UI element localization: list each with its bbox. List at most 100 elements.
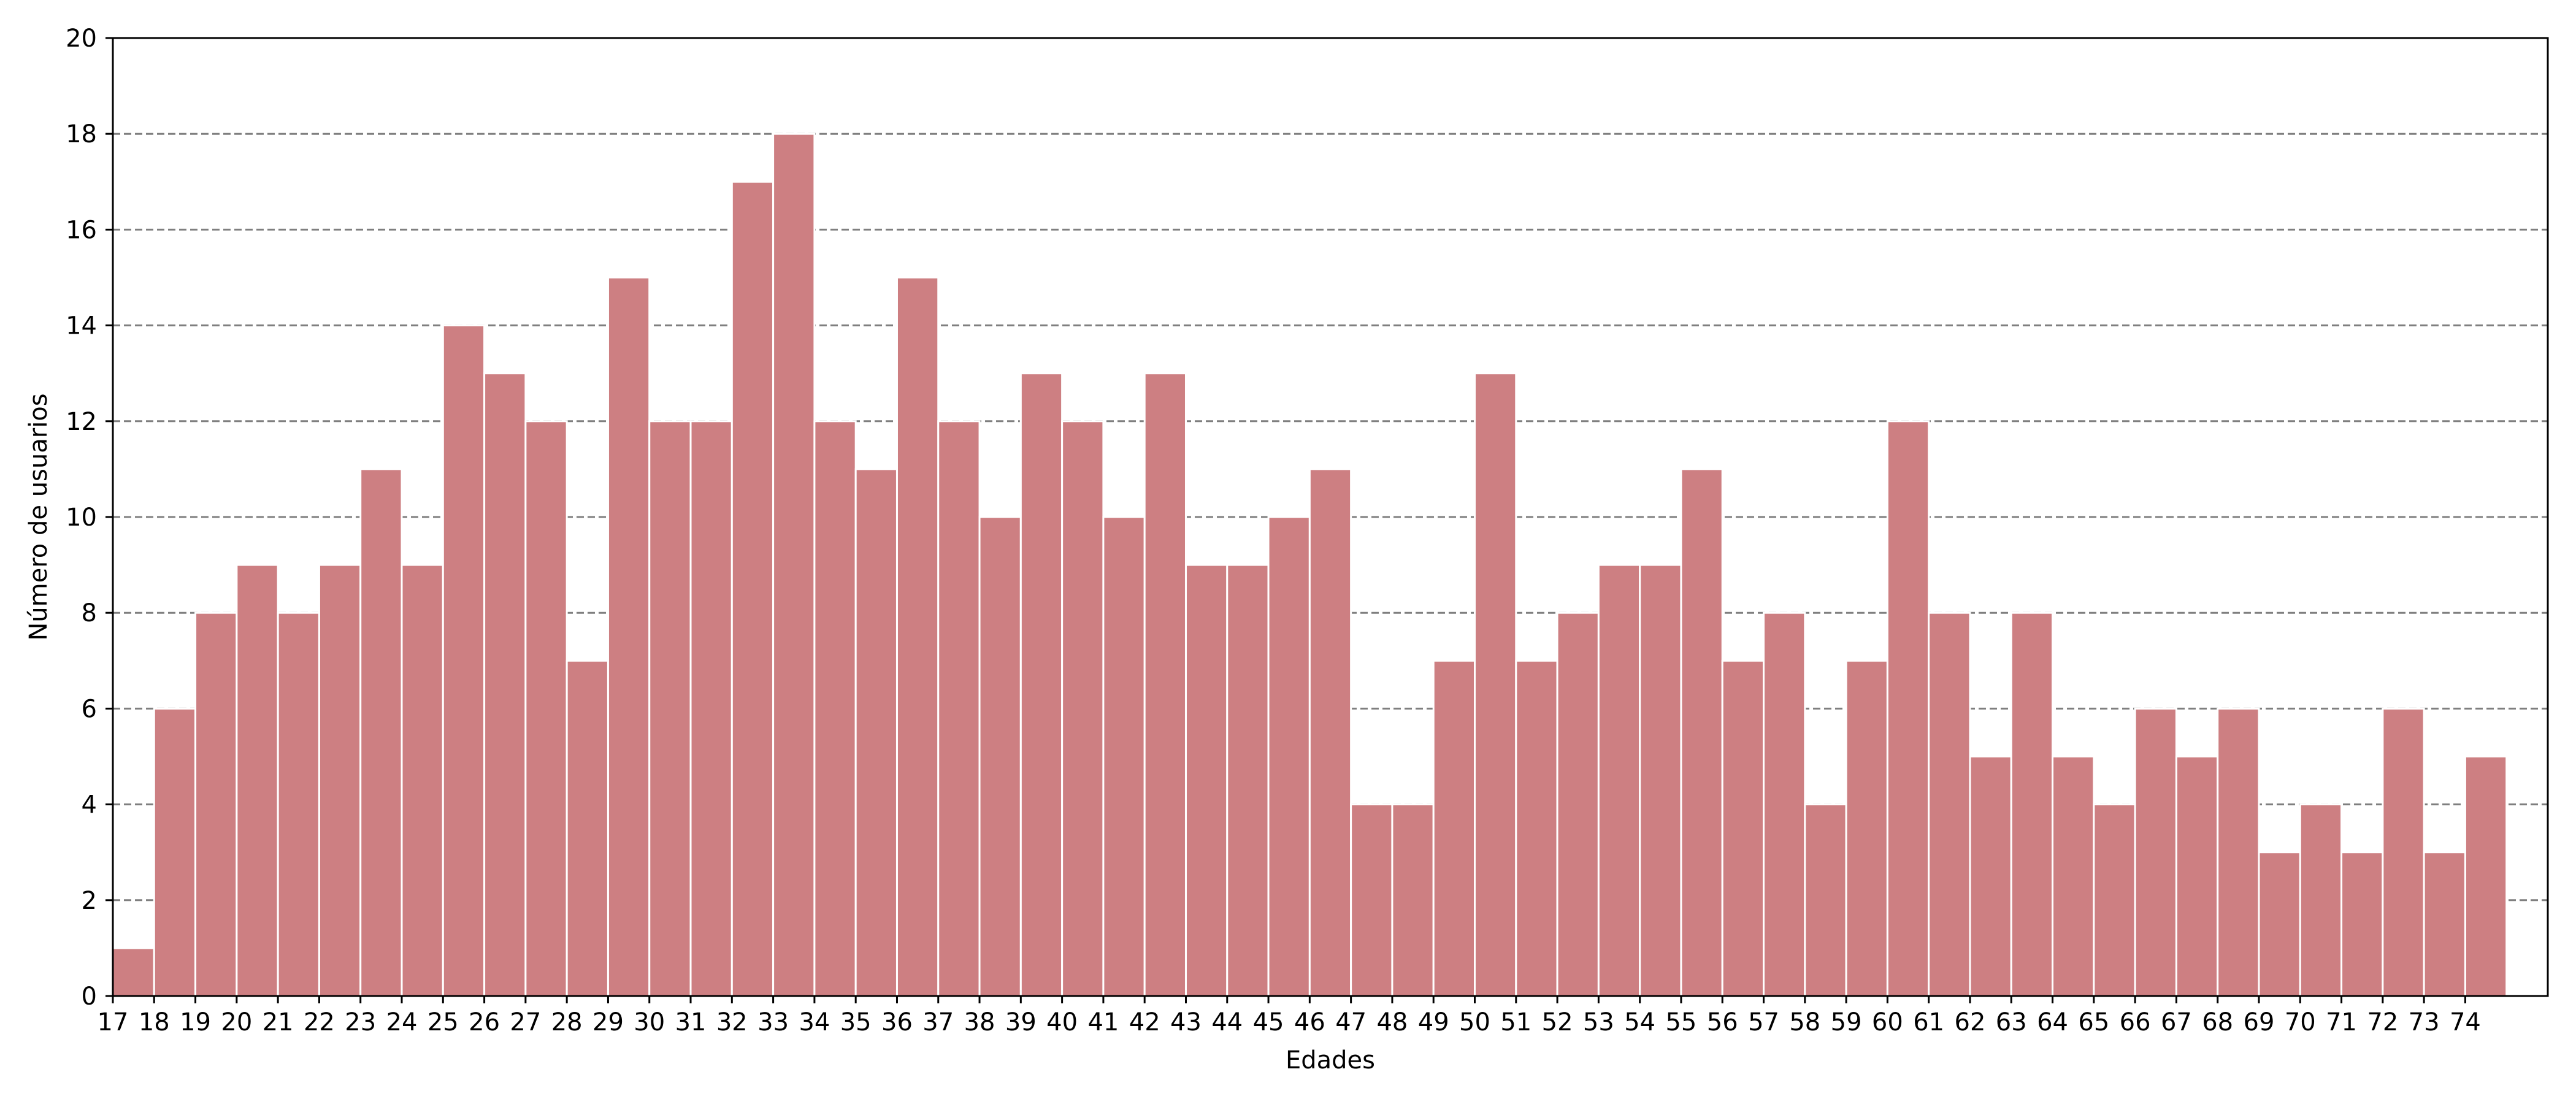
x-tick-label: 72 xyxy=(2367,1008,2398,1036)
x-tick-label: 32 xyxy=(716,1008,748,1036)
x-tick-label: 48 xyxy=(1376,1008,1408,1036)
y-tick-label: 8 xyxy=(82,599,97,627)
x-tick-label: 63 xyxy=(1996,1008,2027,1036)
bar-age-49 xyxy=(1432,659,1476,997)
bar-age-27 xyxy=(524,420,568,997)
x-tick-label: 74 xyxy=(2450,1008,2481,1036)
bar-age-17 xyxy=(112,947,155,997)
x-tick-label: 71 xyxy=(2326,1008,2357,1036)
bar-age-46 xyxy=(1308,468,1352,997)
x-tick-label: 36 xyxy=(881,1008,913,1036)
bar-age-69 xyxy=(2258,851,2301,997)
x-tick-label: 54 xyxy=(1624,1008,1655,1036)
y-tick-label: 20 xyxy=(66,25,97,53)
x-tick-label: 21 xyxy=(263,1008,294,1036)
x-tick-label: 30 xyxy=(634,1008,665,1036)
x-tick-label: 73 xyxy=(2409,1008,2440,1036)
bar-age-64 xyxy=(2052,756,2095,997)
x-tick-label: 53 xyxy=(1583,1008,1614,1036)
bar-age-36 xyxy=(895,277,940,997)
x-tick-label: 59 xyxy=(1831,1008,1862,1036)
bar-age-52 xyxy=(1556,611,1600,997)
y-tick-label: 6 xyxy=(82,695,97,723)
x-tick-label: 66 xyxy=(2120,1008,2151,1036)
bar-age-70 xyxy=(2299,803,2343,997)
x-tick-label: 40 xyxy=(1046,1008,1078,1036)
x-tick-label: 23 xyxy=(345,1008,376,1036)
x-tick-label: 49 xyxy=(1418,1008,1449,1036)
y-tick-label: 18 xyxy=(66,120,97,148)
bar-age-23 xyxy=(359,468,403,997)
y-tick-label: 16 xyxy=(66,216,97,244)
bar-age-61 xyxy=(1928,611,1971,997)
x-tick-label: 26 xyxy=(469,1008,500,1036)
x-tick-label: 45 xyxy=(1253,1008,1284,1036)
bar-age-31 xyxy=(689,420,733,997)
bar-age-48 xyxy=(1391,803,1435,997)
x-tick-label: 58 xyxy=(1789,1008,1820,1036)
bar-age-50 xyxy=(1474,372,1517,997)
bar-age-26 xyxy=(483,372,527,997)
x-tick-label: 65 xyxy=(2078,1008,2109,1036)
bar-age-57 xyxy=(1763,611,1806,997)
bar-age-68 xyxy=(2217,707,2260,997)
bar-age-55 xyxy=(1680,468,1723,997)
bar-age-71 xyxy=(2340,851,2384,997)
x-tick-label: 34 xyxy=(799,1008,830,1036)
x-tick-label: 57 xyxy=(1748,1008,1779,1036)
y-tick-label: 4 xyxy=(82,791,97,819)
x-tick-label: 50 xyxy=(1459,1008,1490,1036)
bar-age-38 xyxy=(978,516,1022,997)
bar-age-60 xyxy=(1886,420,1930,997)
bar-age-45 xyxy=(1267,516,1311,997)
bar-age-66 xyxy=(2134,707,2177,997)
bar-age-34 xyxy=(813,420,857,997)
x-tick-label: 28 xyxy=(551,1008,583,1036)
bar-age-42 xyxy=(1143,372,1187,997)
bar-age-18 xyxy=(153,707,197,997)
x-tick-label: 61 xyxy=(1913,1008,1944,1036)
x-tick-label: 33 xyxy=(757,1008,789,1036)
x-tick-label: 35 xyxy=(840,1008,872,1036)
bar-age-20 xyxy=(236,564,279,997)
x-tick-label: 52 xyxy=(1542,1008,1573,1036)
bar-age-25 xyxy=(442,324,486,997)
bar-age-63 xyxy=(2010,611,2054,997)
bar-age-43 xyxy=(1184,564,1229,997)
bar-age-72 xyxy=(2382,707,2425,997)
x-tick-label: 68 xyxy=(2202,1008,2233,1036)
x-tick-label: 31 xyxy=(675,1008,707,1036)
x-tick-label: 56 xyxy=(1707,1008,1738,1036)
bar-age-54 xyxy=(1639,564,1682,997)
bar-age-30 xyxy=(648,420,692,997)
x-tick-label: 37 xyxy=(922,1008,954,1036)
x-tick-label: 29 xyxy=(592,1008,624,1036)
bar-age-21 xyxy=(277,611,320,997)
x-tick-label: 70 xyxy=(2285,1008,2316,1036)
bar-age-40 xyxy=(1061,420,1105,997)
bar-age-51 xyxy=(1515,659,1558,997)
x-tick-label: 41 xyxy=(1087,1008,1119,1036)
bar-age-24 xyxy=(401,564,444,997)
bar-age-37 xyxy=(937,420,981,997)
x-tick-label: 22 xyxy=(304,1008,335,1036)
x-tick-label: 19 xyxy=(180,1008,211,1036)
bar-age-53 xyxy=(1597,564,1641,997)
x-tick-label: 44 xyxy=(1211,1008,1243,1036)
x-tick-label: 62 xyxy=(1955,1008,1986,1036)
y-tick-label: 12 xyxy=(66,408,97,436)
bar-age-22 xyxy=(318,564,362,997)
x-tick-label: 20 xyxy=(221,1008,252,1036)
x-tick-label: 24 xyxy=(386,1008,418,1036)
x-tick-label: 27 xyxy=(510,1008,541,1036)
x-tick-label: 38 xyxy=(964,1008,995,1036)
bar-age-33 xyxy=(772,132,816,997)
bar-age-67 xyxy=(2175,756,2219,997)
bar-age-73 xyxy=(2423,851,2466,997)
x-tick-label: 18 xyxy=(139,1008,170,1036)
y-tick-label: 2 xyxy=(82,887,97,915)
y-axis: 0 2 4 6 8 10 12 14 16 18 20 xyxy=(66,25,113,1011)
y-tick-label: 14 xyxy=(66,312,97,340)
